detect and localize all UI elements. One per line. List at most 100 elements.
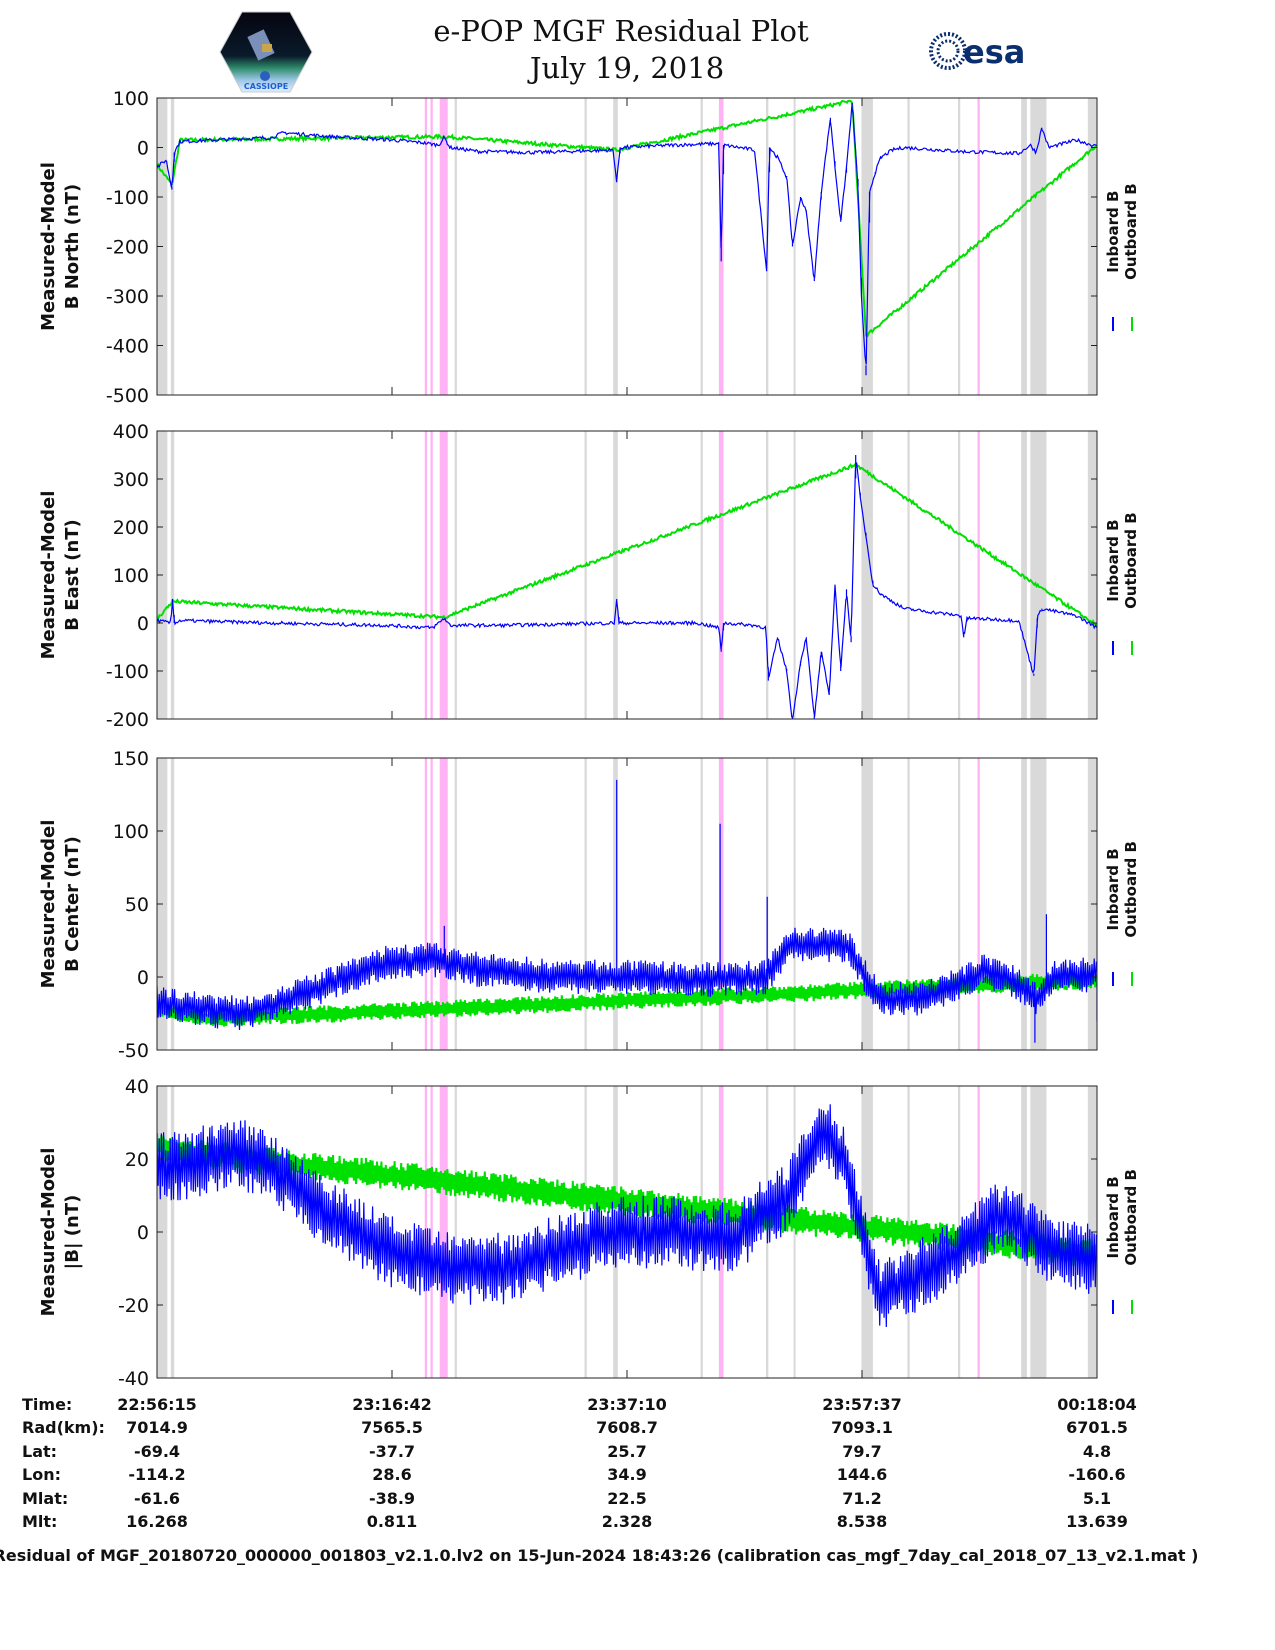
footer-cell: 144.6 [837,1465,888,1484]
y-axis-label: |B| (nT) [62,1195,83,1270]
footer-cell: 13.639 [1066,1512,1128,1531]
data-gap-region-pink [439,98,448,395]
data-gap-region-gray [454,431,457,719]
data-gap-region-gray [793,431,796,719]
y-tick-label: -500 [106,385,149,407]
data-gap-region-gray [793,758,796,1050]
footer-cell: 34.9 [607,1465,646,1484]
panel-2: 400 300 200 100 0 -100 -200 Measured-Model B Eas… [38,421,1140,731]
y-tick-label: 100 [113,821,149,843]
data-gap-region-gray [584,431,587,719]
data-gap-region-gray [170,98,175,395]
footer-cell: 22.5 [607,1489,646,1508]
footer-cell: 23:37:10 [587,1395,667,1414]
footer-cell: 6701.5 [1066,1418,1128,1437]
legend-label-inboard: Inboard B [1104,191,1122,273]
cassiope-logo-text: CASSIOPE [244,82,288,91]
y-tick-label: -20 [118,1295,149,1317]
data-gap-region-pink [977,431,980,719]
data-gap-region-gray [700,431,703,719]
footer-cell: 23:57:37 [822,1395,902,1414]
y-tick-label: 20 [125,1149,149,1171]
data-gap-region-gray [1030,431,1047,719]
y-axis-label: Measured-Model [38,820,59,989]
y-tick-label: 300 [113,469,149,491]
footer-row-label: Time: [22,1395,72,1414]
footer-cell: 79.7 [842,1442,881,1461]
footer-cell: 8.538 [837,1512,888,1531]
footer-cell: -61.6 [134,1489,180,1508]
data-gap-region-gray [957,758,961,1050]
legend-label-inboard: Inboard B [1104,848,1122,930]
plot-frame [156,430,1098,720]
data-gap-region-gray [613,758,618,1050]
data-gap-region-gray [613,98,618,395]
y-tick-label: 0 [137,138,149,160]
outboard-series-line [157,1132,1097,1267]
series-group [157,99,1097,376]
y-tick-label: 150 [113,748,149,770]
data-gap-region-gray [584,758,587,1050]
y-tick-label: -400 [106,336,149,358]
data-gap-region-pink [430,431,433,719]
data-gap-region-gray [907,98,910,395]
y-tick-label: 100 [113,565,149,587]
footer-cell: 7565.5 [361,1418,423,1437]
series-group [157,1104,1097,1328]
esa-logo-text: esa [963,33,1025,71]
y-tick-label: -300 [106,286,149,308]
data-gap-region-gray [861,98,873,395]
data-gap-region-pink [430,98,433,395]
data-gap-region-pink [424,431,428,719]
y-tick-label: -200 [106,709,149,731]
data-gap-region-pink [430,758,433,1050]
footer-cell: 7093.1 [831,1418,893,1437]
data-gap-region-pink [430,1086,433,1378]
data-gap-region-gray [957,98,961,395]
data-gap-region-pink [424,758,428,1050]
y-tick-label: 0 [137,613,149,635]
data-gap-region-gray [454,758,457,1050]
panel-3: 150 100 50 0 -50 Measured-Model B Center (nT) I… [38,748,1140,1062]
y-axis-label: B Center (nT) [62,836,83,972]
data-gap-region-gray [584,98,587,395]
data-gap-region-gray [766,431,769,719]
data-gap-region-gray [1021,98,1027,395]
y-tick-label: 400 [113,421,149,443]
data-gap-region-pink [439,758,448,1050]
data-gap-region-gray [1030,758,1047,1050]
footer-cell: 4.8 [1083,1442,1111,1461]
data-gap-region-gray [861,758,873,1050]
data-gap-region-gray [454,98,457,395]
footer-cell: 5.1 [1083,1489,1111,1508]
legend-label-outboard: Outboard B [1122,512,1140,609]
y-tick-label: 100 [113,88,149,110]
legend-label-inboard: Inboard B [1104,1176,1122,1258]
legend-label-outboard: Outboard B [1122,841,1140,938]
y-tick-label: -100 [106,661,149,683]
footer-cell: -69.4 [134,1442,180,1461]
y-tick-label: 0 [137,967,149,989]
data-gap-region-gray [861,431,873,719]
footer-cell: 25.7 [607,1442,646,1461]
data-gap-region-gray [907,758,910,1050]
data-gap-region-gray [1021,758,1027,1050]
outboard-series-line [157,462,1097,626]
data-gap-region-gray [454,1086,457,1378]
footer-cell: -37.7 [369,1442,415,1461]
data-gap-region-pink [977,758,980,1050]
footer-row-label: Mlt: [22,1512,57,1531]
legend-label-outboard: Outboard B [1122,183,1140,280]
footer-cell: 28.6 [372,1465,411,1484]
y-tick-label: 0 [137,1222,149,1244]
y-axis-label: B North (nT) [62,184,83,310]
data-gap-region-pink [718,758,724,1050]
panel-4: 40 20 0 -20 -40 Measured-Model |B| (nT) Inboard… [38,1076,1140,1390]
esa-logo: esa [929,32,1025,71]
data-gap-region-pink [977,98,980,395]
caption: Residual of MGF_20180720_000000_001803_v… [0,1546,1198,1565]
footer-cell: -114.2 [128,1465,185,1484]
y-tick-label: -50 [118,1040,149,1062]
inboard-series-line [157,102,1097,376]
